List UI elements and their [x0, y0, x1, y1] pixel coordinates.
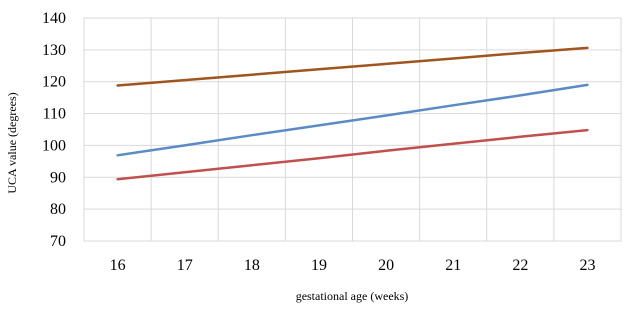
- y-tick-label: 130: [42, 42, 66, 59]
- x-tick-label: 21: [445, 257, 461, 274]
- y-tick-label: 110: [43, 106, 66, 123]
- x-tick-label: 23: [579, 257, 595, 274]
- series-line-1: [116, 46, 589, 87]
- y-tick-label: 120: [42, 74, 66, 91]
- x-axis-ticks: 16 17 18 19 20 21 22 23: [110, 257, 596, 274]
- series-lines: [116, 46, 589, 181]
- x-tick-label: 17: [177, 257, 193, 274]
- x-axis-label: gestational age (weeks): [296, 289, 409, 303]
- x-tick-label: 20: [378, 257, 394, 274]
- series-line-3: [116, 128, 589, 181]
- y-tick-label: 100: [42, 137, 66, 154]
- x-tick-label: 22: [512, 257, 528, 274]
- series-line-2: [116, 83, 589, 157]
- x-tick-label: 18: [244, 257, 260, 274]
- y-tick-label: 80: [50, 201, 66, 218]
- y-axis-label: UCA value (degrees): [5, 92, 19, 193]
- x-tick-label: 19: [311, 257, 327, 274]
- y-axis-ticks: 70 80 90 100 110 120 130 140: [42, 10, 66, 250]
- plot-frame: [83, 17, 622, 242]
- y-tick-label: 140: [42, 10, 66, 27]
- x-tick-label: 16: [110, 257, 126, 274]
- y-tick-label: 70: [50, 233, 66, 250]
- y-tick-label: 90: [50, 169, 66, 186]
